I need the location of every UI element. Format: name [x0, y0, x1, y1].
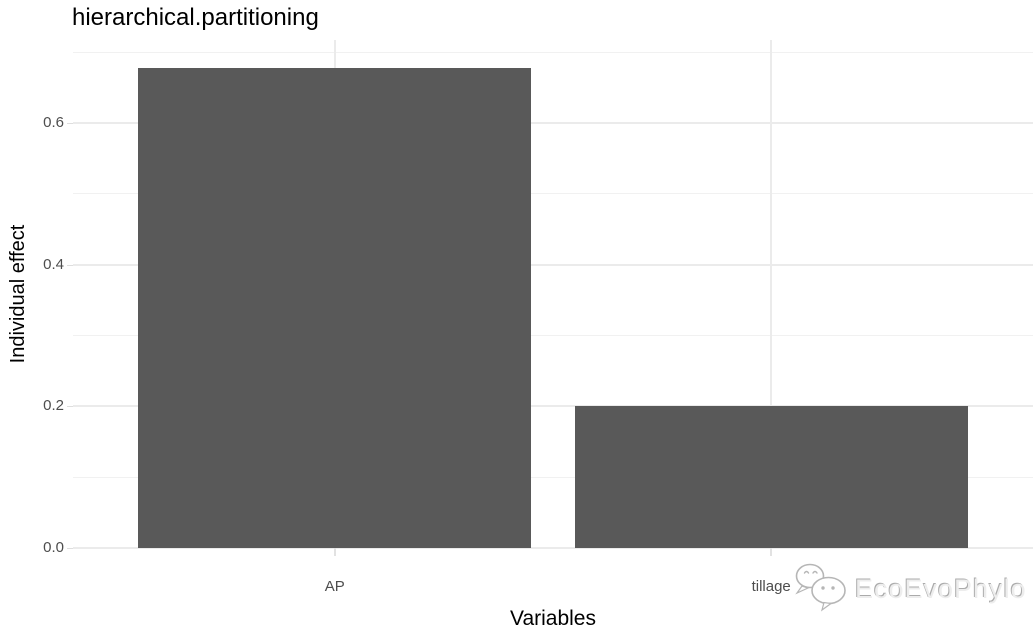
category-gridline-tillage — [770, 40, 773, 548]
y-tick-label: 0.4 — [43, 255, 64, 273]
minor-gridline — [73, 193, 1033, 195]
x-axis-title: Variables — [510, 607, 596, 630]
y-tick-mark — [67, 122, 73, 124]
y-tick-mark — [67, 264, 73, 266]
y-tick-label: 0.0 — [43, 539, 64, 556]
y-tick-label: 0.2 — [43, 397, 64, 415]
y-tick-mark — [67, 548, 73, 549]
x-tick-label-tillage: tillage — [751, 578, 791, 595]
minor-gridline — [73, 334, 1033, 336]
watermark-text: EcoEvoPhylo — [855, 573, 1027, 604]
major-gridline — [73, 547, 1033, 549]
major-gridline — [73, 263, 1033, 266]
y-tick-mark — [67, 406, 73, 408]
watermark: EcoEvoPhylo — [793, 562, 1027, 616]
wechat-chat-bubbles-icon — [795, 563, 846, 612]
x-tick-mark — [333, 548, 336, 556]
minor-gridline — [73, 51, 1033, 53]
major-gridline — [73, 405, 1033, 408]
bar-tillage — [574, 405, 968, 548]
x-tick-label-AP: AP — [324, 578, 345, 595]
plot-panel — [73, 40, 1033, 549]
x-tick-mark — [770, 548, 773, 556]
minor-gridline — [73, 476, 1033, 478]
chart-title: hierarchical.partitioning — [72, 4, 319, 31]
y-tick-label: 0.6 — [43, 113, 64, 131]
bar-AP — [138, 67, 532, 548]
major-gridline — [73, 121, 1033, 124]
